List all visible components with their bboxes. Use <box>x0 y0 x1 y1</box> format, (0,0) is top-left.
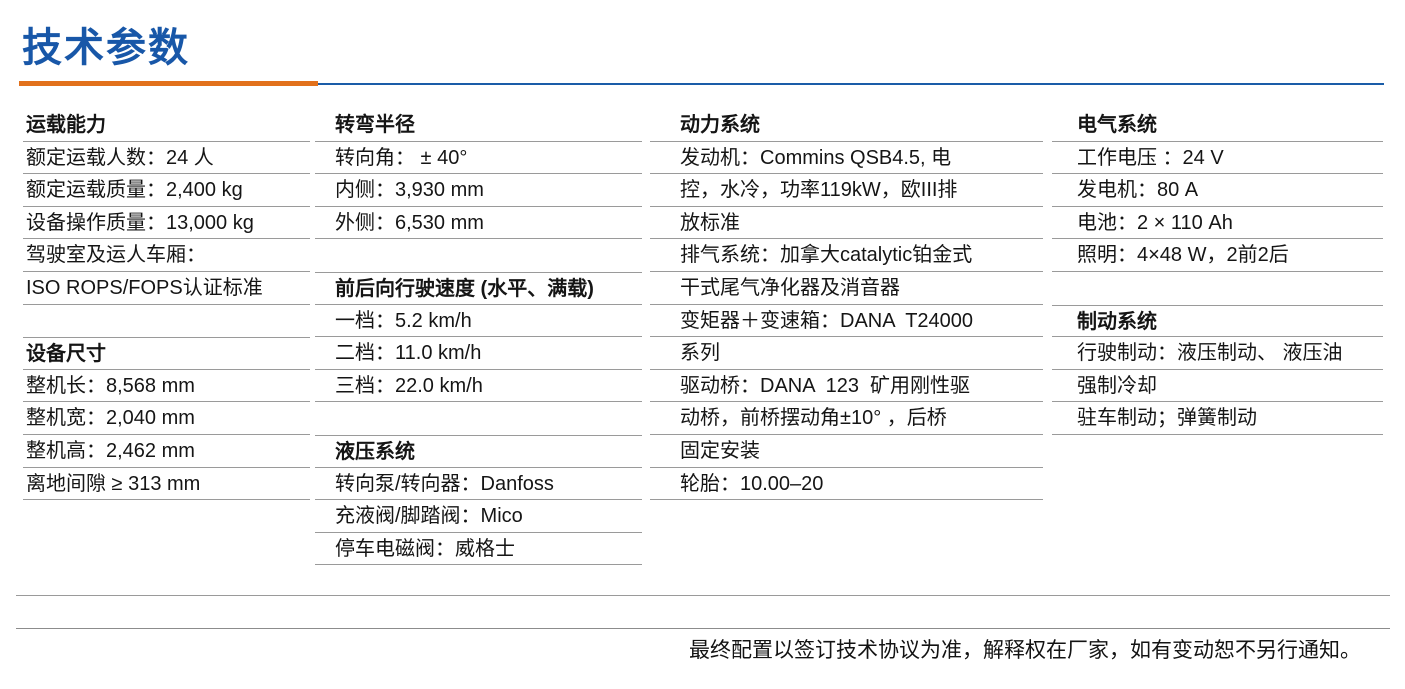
spec-row: 额定运载人数：24 人 <box>23 142 310 175</box>
spec-row: 驾驶室及运人车厢： <box>23 239 310 272</box>
spec-row: 驻车制动；弹簧制动 <box>1052 402 1383 435</box>
spec-row: 发动机：Commins QSB4.5, 电 <box>650 142 1043 175</box>
section-header: 电气系统 <box>1052 109 1383 142</box>
spec-row: 电池：2 × 110 Ah <box>1052 207 1383 240</box>
title-underline-orange-segment <box>19 81 318 86</box>
table-bottom-line <box>16 595 1390 596</box>
page-title: 技术参数 <box>22 26 190 70</box>
spec-row: 三档：22.0 km/h <box>315 370 642 403</box>
spec-row: 驱动桥：DANA 123 矿用刚性驱 <box>650 370 1043 403</box>
spec-row: 整机长：8,568 mm <box>23 370 310 403</box>
spec-row: 照明：4×48 W，2前2后 <box>1052 239 1383 272</box>
section-header: 液压系统 <box>315 434 642 468</box>
footer-divider <box>16 628 1390 629</box>
spec-row: 内侧：3,930 mm <box>315 174 642 207</box>
row-spacer <box>23 305 310 338</box>
spec-column: 转弯半径 转向角： ± 40° 内侧：3,930 mm 外侧：6,530 mm 前后向行… <box>315 109 642 566</box>
spec-row: 转向角： ± 40° <box>315 142 642 175</box>
spec-row: 转向泵/转向器：Danfoss <box>315 468 642 501</box>
title-underline-blue-segment <box>318 82 1384 85</box>
spec-column: 运载能力 额定运载人数：24 人额定运载质量：2,400 kg 设备操作质量：13,… <box>23 109 310 501</box>
section-header: 设备尺寸 <box>23 337 310 370</box>
spec-row: 设备操作质量：13,000 kg <box>23 207 310 240</box>
spec-row: 整机宽：2,040 mm <box>23 402 310 435</box>
spec-row: 外侧：6,530 mm <box>315 207 642 240</box>
spec-row: 系列 <box>650 337 1043 370</box>
section-header: 动力系统 <box>650 109 1043 142</box>
section-header: 转弯半径 <box>315 109 642 142</box>
spec-row: 工作电压 ：24 V <box>1052 142 1383 175</box>
spec-row: 轮胎：10.00–20 <box>650 468 1043 501</box>
spec-row: 二档：11.0 km/h <box>315 337 642 370</box>
spec-row: 额定运载质量：2,400 kg <box>23 174 310 207</box>
row-spacer <box>315 402 642 435</box>
footer-note: 最终配置以签订技术协议为准，解释权在厂家，如有变动恕不另行通知。 <box>689 639 1361 662</box>
title-underline <box>19 80 1384 87</box>
spec-row: 干式尾气净化器及消音器 <box>650 272 1043 305</box>
spec-column: 电气系统 工作电压 ：24 V 发电机：80 A 电池：2 × 110 Ah 照明：4×… <box>1052 109 1383 435</box>
spec-row: 排气系统：加拿大catalytic铂金式 <box>650 239 1043 272</box>
spec-column: 动力系统 发动机：Commins QSB4.5, 电控，水冷，功率119kW，欧I… <box>650 109 1043 501</box>
spec-row: 放标准 <box>650 207 1043 240</box>
spec-table: 运载能力 额定运载人数：24 人额定运载质量：2,400 kg 设备操作质量：13,… <box>23 109 1383 566</box>
spec-row: 停车电磁阀：威格士 <box>315 533 642 566</box>
section-header: 前后向行驶速度 (水平、满载) <box>315 271 642 305</box>
section-header: 制动系统 <box>1052 304 1383 338</box>
row-spacer <box>315 239 642 272</box>
spec-row: 一档：5.2 km/h <box>315 305 642 338</box>
row-spacer <box>1052 272 1383 305</box>
spec-row: 固定安装 <box>650 435 1043 468</box>
spec-row: 强制冷却 <box>1052 370 1383 403</box>
spec-row: 充液阀/脚踏阀：Mico <box>315 500 642 533</box>
spec-row: 动桥，前桥摆动角±10° ，后桥 <box>650 402 1043 435</box>
spec-row: ISO ROPS/FOPS认证标准 <box>23 272 310 305</box>
spec-row: 变矩器＋变速箱：DANA T24000 <box>650 305 1043 338</box>
spec-row: 控，水冷，功率119kW，欧III排 <box>650 174 1043 207</box>
spec-row: 发电机：80 A <box>1052 174 1383 207</box>
spec-row: 离地间隙 ≥ 313 mm <box>23 468 310 501</box>
section-header: 运载能力 <box>23 109 310 142</box>
spec-row: 行驶制动：液压制动、 液压油 <box>1052 337 1383 370</box>
spec-row: 整机高：2,462 mm <box>23 435 310 468</box>
